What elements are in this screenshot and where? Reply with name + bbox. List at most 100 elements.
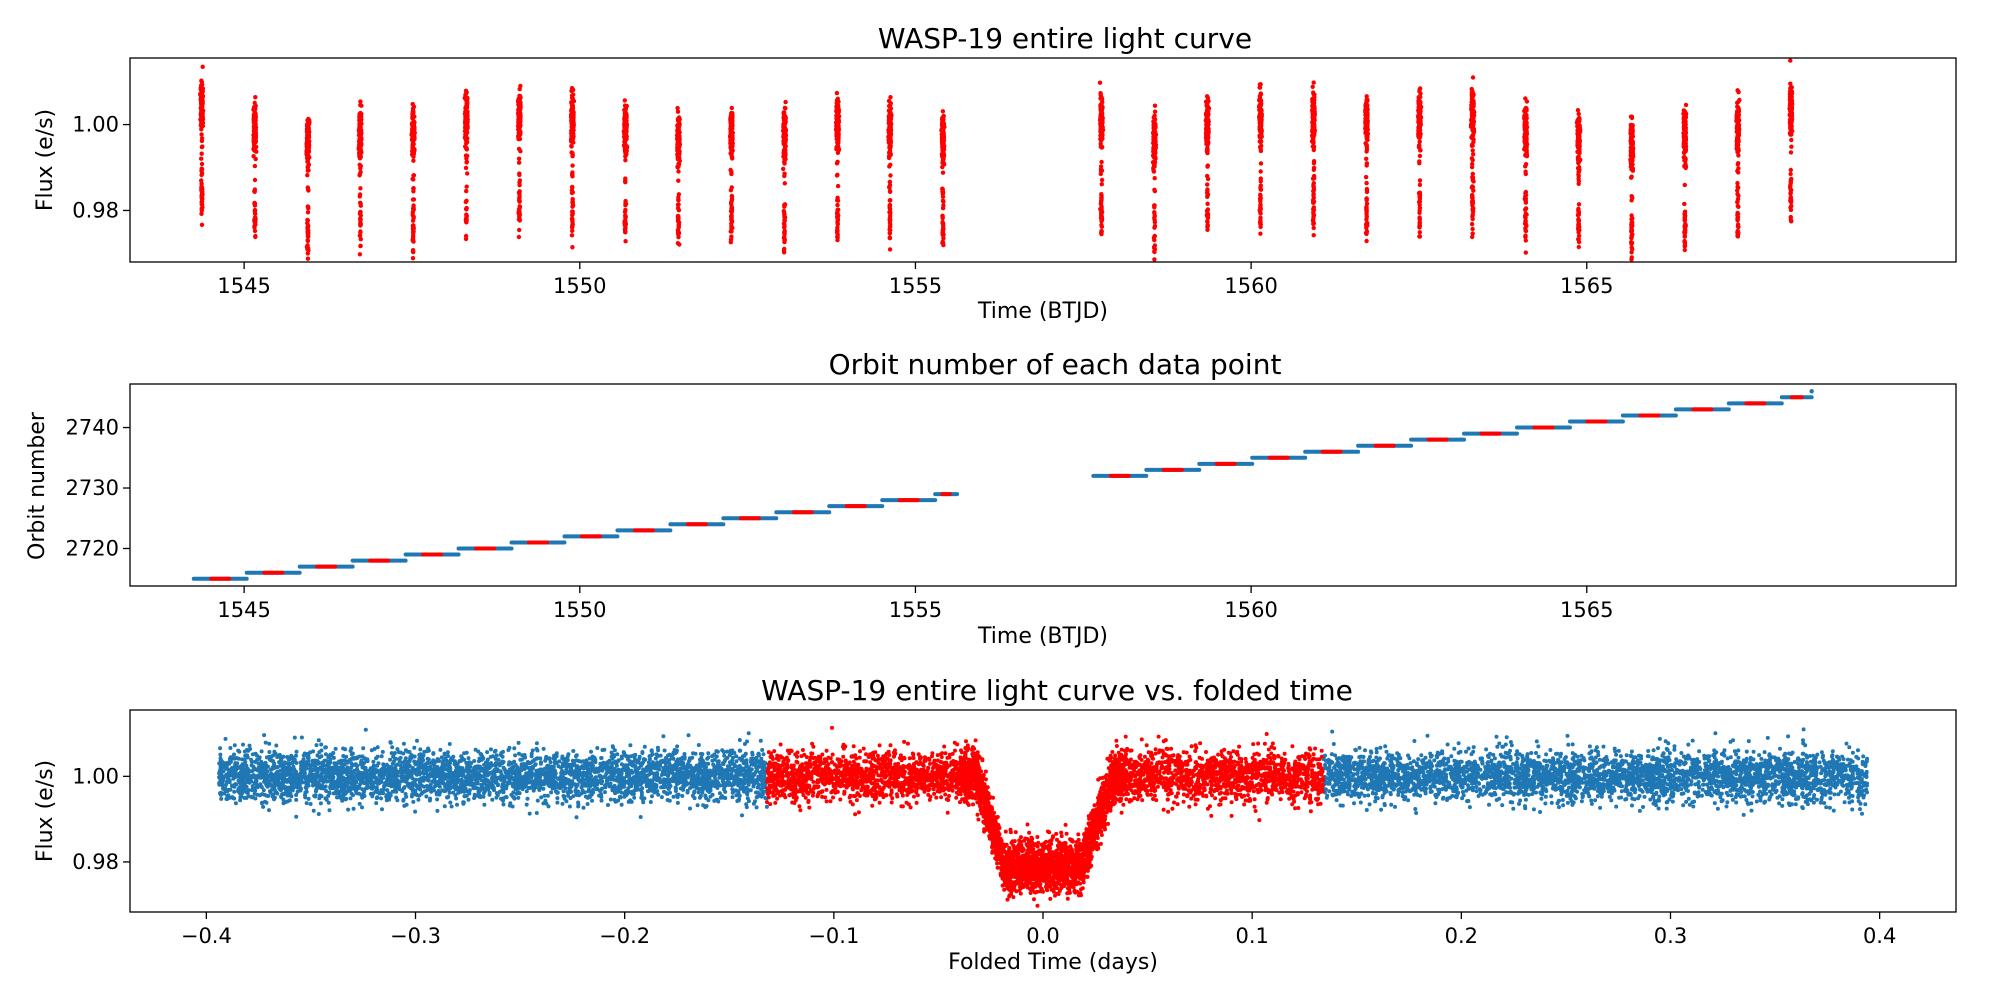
lightcurve-point	[1788, 125, 1793, 130]
lightcurve-point	[305, 230, 311, 235]
lightcurve-point	[728, 167, 733, 173]
lightcurve-point	[782, 204, 787, 209]
lightcurve-point	[199, 188, 205, 193]
panel2-ylabel: Orbit number	[25, 411, 50, 560]
lightcurve-point	[1258, 187, 1263, 192]
lightcurve-point	[1736, 193, 1741, 198]
lightcurve-point	[1629, 115, 1635, 121]
lightcurve-point	[1523, 135, 1529, 140]
lightcurve-point	[1098, 108, 1104, 113]
lightcurve-point	[570, 209, 575, 214]
lightcurve-point	[1736, 161, 1741, 166]
lightcurve-point	[357, 252, 363, 257]
lightcurve-point	[305, 165, 310, 170]
lightcurve-point	[836, 103, 841, 108]
panel-orbit-number: Orbit number of each data point 1545 1550…	[25, 348, 1957, 649]
lightcurve-point	[464, 100, 469, 106]
lightcurve-point	[570, 115, 576, 121]
lightcurve-point	[1205, 194, 1210, 199]
lightcurve-point	[1788, 171, 1793, 177]
lightcurve-point	[1364, 212, 1369, 217]
lightcurve-point	[357, 233, 363, 238]
lightcurve-point	[357, 194, 362, 199]
lightcurve-point	[834, 115, 840, 121]
lightcurve-point	[358, 150, 363, 156]
lightcurve-point	[675, 241, 681, 246]
lightcurve-point	[783, 135, 788, 140]
lightcurve-point	[1470, 234, 1475, 240]
lightcurve-point	[305, 251, 310, 256]
lightcurve-point	[729, 185, 734, 190]
lightcurve-point	[305, 243, 310, 248]
folded-point-all	[1861, 754, 1866, 759]
lightcurve-point	[1629, 167, 1634, 172]
lightcurve-point	[516, 234, 522, 240]
lightcurve-point	[1152, 257, 1157, 262]
lightcurve-point	[253, 116, 258, 122]
lightcurve-point	[1099, 231, 1104, 237]
lightcurve-point	[1152, 187, 1157, 192]
lightcurve-point	[200, 89, 205, 94]
lightcurve-point	[729, 138, 735, 143]
lightcurve-point	[517, 209, 522, 214]
lightcurve-point	[729, 105, 734, 111]
lightcurve-point	[569, 233, 575, 238]
lightcurve-point	[1523, 130, 1529, 135]
lightcurve-point	[1576, 173, 1581, 179]
lightcurve-point	[1470, 143, 1475, 148]
lightcurve-point	[781, 126, 786, 131]
lightcurve-point	[306, 125, 311, 131]
lightcurve-point	[1258, 215, 1263, 220]
lightcurve-point	[836, 109, 841, 114]
lightcurve-point	[1258, 148, 1264, 154]
lightcurve-point	[1575, 212, 1581, 218]
lightcurve-point	[1735, 212, 1740, 218]
lightcurve-point	[199, 151, 204, 156]
lightcurve-point	[517, 198, 522, 204]
folded-point-all	[319, 742, 324, 747]
lightcurve-point	[1683, 102, 1689, 108]
lightcurve-point	[1364, 109, 1370, 114]
panel3-title: WASP-19 entire light curve vs. folded ti…	[761, 674, 1353, 707]
lightcurve-point	[410, 176, 415, 182]
lightcurve-point	[728, 229, 733, 234]
lightcurve-point	[464, 90, 469, 95]
lightcurve-point	[464, 184, 469, 189]
lightcurve-point	[941, 223, 946, 228]
lightcurve-point	[570, 200, 575, 205]
lightcurve-point	[1418, 148, 1423, 153]
orbit-point	[1809, 389, 1814, 394]
lightcurve-point	[782, 215, 787, 220]
lightcurve-point	[1364, 196, 1369, 201]
lightcurve-point	[412, 130, 417, 135]
lightcurve-point	[1523, 96, 1528, 101]
lightcurve-point	[410, 226, 416, 231]
lightcurve-point	[252, 201, 258, 206]
panel2-points	[191, 389, 1814, 581]
lightcurve-point	[253, 106, 258, 112]
lightcurve-point	[623, 207, 628, 213]
lightcurve-point	[410, 235, 416, 240]
lightcurve-point	[1735, 184, 1740, 189]
lightcurve-point	[781, 250, 787, 255]
lightcurve-point	[358, 163, 363, 169]
lightcurve-point	[570, 172, 575, 177]
lightcurve-point	[940, 170, 946, 175]
lightcurve-point	[1205, 131, 1211, 137]
lightcurve-point	[1364, 217, 1369, 222]
lightcurve-point	[1099, 192, 1104, 197]
lightcurve-point	[1736, 224, 1741, 230]
lightcurve-point	[1152, 138, 1157, 143]
lightcurve-point	[1470, 206, 1476, 212]
lightcurve-point	[887, 164, 892, 169]
lightcurve-point	[305, 234, 311, 239]
lightcurve-point	[305, 238, 311, 244]
panel-folded-curve: WASP-19 entire light curve vs. folded ti…	[33, 674, 1957, 975]
lightcurve-point	[306, 204, 311, 210]
lightcurve-point	[887, 129, 892, 134]
lightcurve-point	[1682, 155, 1687, 160]
lightcurve-point	[1628, 156, 1634, 162]
lightcurve-point	[729, 221, 734, 226]
lightcurve-point	[676, 161, 681, 167]
lightcurve-point	[411, 231, 416, 236]
